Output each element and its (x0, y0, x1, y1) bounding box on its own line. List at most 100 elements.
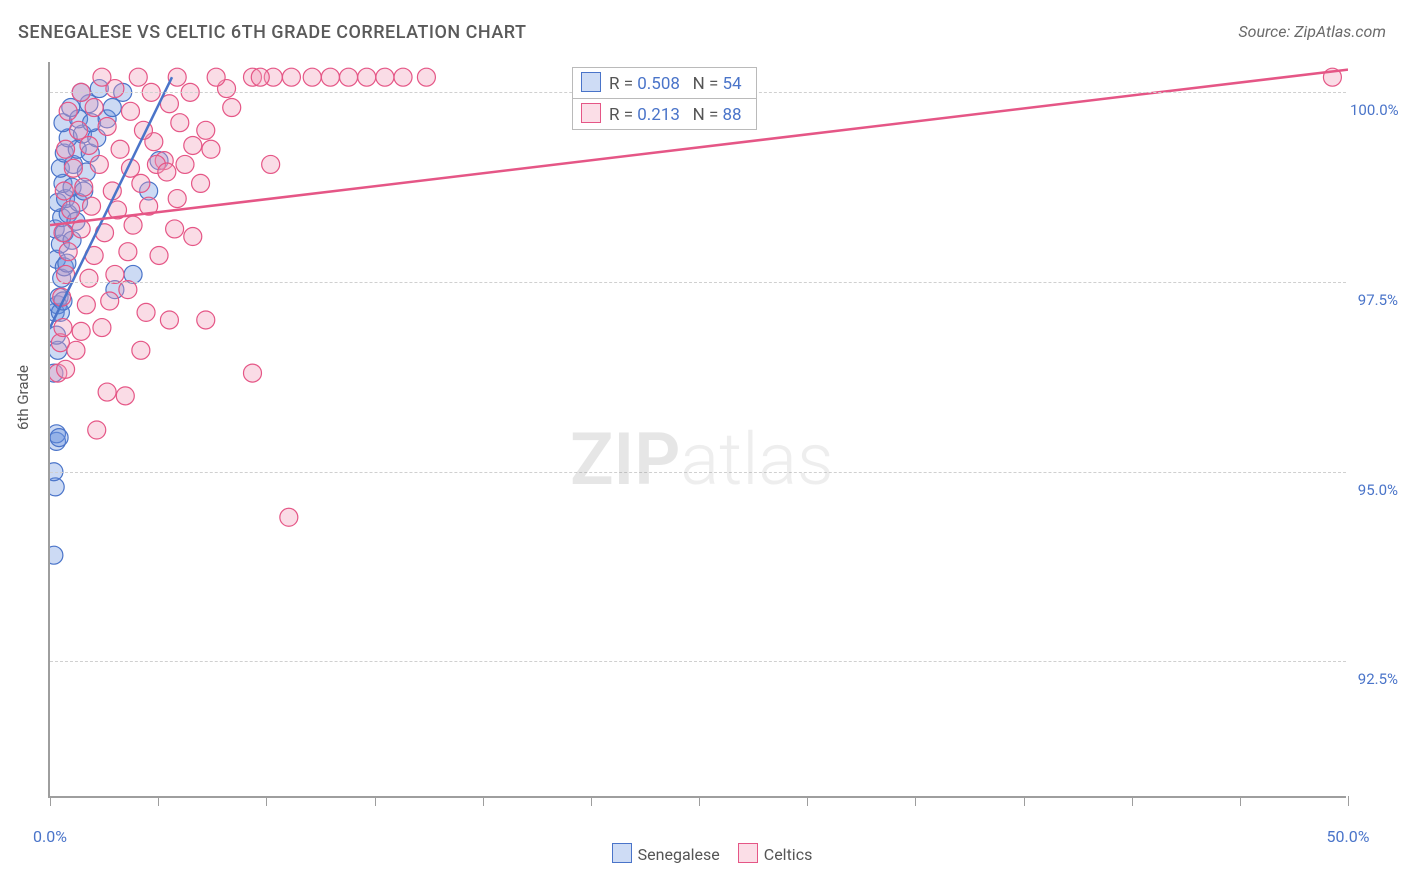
scatter-point (184, 136, 202, 154)
scatter-point (103, 99, 121, 117)
y-tick-label: 95.0% (1350, 481, 1398, 499)
r-value: 0.213 (637, 105, 680, 125)
scatter-point (98, 117, 116, 135)
scatter-point (223, 99, 241, 117)
scatter-point (168, 190, 186, 208)
scatter-point (80, 269, 98, 287)
scatter-point (207, 68, 225, 86)
scatter-point (57, 360, 75, 378)
scatter-point (83, 197, 101, 215)
chart-container: SENEGALESE VS CELTIC 6TH GRADE CORRELATI… (0, 0, 1406, 892)
legend-swatch (738, 843, 758, 863)
scatter-point (106, 265, 124, 283)
scatter-point (166, 220, 184, 238)
legend-label: Senegalese (638, 845, 720, 864)
scatter-point (72, 322, 90, 340)
n-label: N = (680, 105, 723, 125)
x-tick (699, 796, 700, 806)
chart-svg (50, 62, 1348, 798)
x-tick (158, 796, 159, 806)
scatter-point (197, 311, 215, 329)
scatter-point (54, 319, 72, 337)
scatter-point (93, 319, 111, 337)
x-tick (1240, 796, 1241, 806)
legend-stats-row: R = 0.508 N = 54 (572, 67, 757, 99)
scatter-point (202, 140, 220, 158)
plot-area: ZIPatlas R = 0.508 N = 54R = 0.213 N = 8… (48, 62, 1346, 798)
n-value: 54 (723, 74, 742, 94)
legend-stats-row: R = 0.213 N = 88 (572, 98, 757, 130)
scatter-point (280, 508, 298, 526)
scatter-point (192, 174, 210, 192)
scatter-point (176, 155, 194, 173)
scatter-point (262, 155, 280, 173)
x-tick (50, 796, 51, 806)
scatter-point (80, 136, 98, 154)
legend-swatch (581, 72, 601, 92)
x-tick (375, 796, 376, 806)
x-tick (591, 796, 592, 806)
scatter-point (75, 178, 93, 196)
legend-label: Celtics (764, 845, 813, 864)
scatter-point (171, 114, 189, 132)
scatter-point (70, 121, 88, 139)
r-label: R = (609, 105, 637, 125)
y-tick-label: 100.0% (1350, 101, 1398, 119)
gridline (50, 472, 1346, 473)
scatter-point (64, 159, 82, 177)
x-tick (915, 796, 916, 806)
scatter-point (50, 429, 68, 447)
y-axis-label: 6th Grade (14, 365, 32, 430)
scatter-point (197, 121, 215, 139)
y-tick-label: 97.5% (1350, 291, 1398, 309)
scatter-point (184, 228, 202, 246)
scatter-point (119, 281, 137, 299)
r-label: R = (609, 74, 637, 94)
scatter-point (88, 421, 106, 439)
scatter-point (132, 174, 150, 192)
scatter-point (394, 68, 412, 86)
n-label: N = (680, 74, 723, 94)
scatter-point (150, 246, 168, 264)
legend-series: Senegalese Celtics (0, 843, 1406, 864)
scatter-point (77, 296, 95, 314)
scatter-point (132, 341, 150, 359)
scatter-point (417, 68, 435, 86)
scatter-point (111, 140, 129, 158)
scatter-point (282, 68, 300, 86)
scatter-point (137, 303, 155, 321)
source-label: Source: ZipAtlas.com (1238, 22, 1386, 41)
scatter-point (116, 387, 134, 405)
chart-title: SENEGALESE VS CELTIC 6TH GRADE CORRELATI… (18, 22, 526, 43)
scatter-point (50, 546, 63, 564)
scatter-point (121, 102, 139, 120)
y-tick-label: 92.5% (1350, 670, 1398, 688)
n-value: 88 (723, 105, 742, 125)
legend-stats: R = 0.508 N = 54R = 0.213 N = 88 (572, 68, 757, 130)
scatter-point (321, 68, 339, 86)
scatter-point (85, 99, 103, 117)
r-value: 0.508 (637, 74, 680, 94)
scatter-point (129, 68, 147, 86)
scatter-point (67, 341, 85, 359)
gridline (50, 661, 1346, 662)
x-tick (1024, 796, 1025, 806)
scatter-point (59, 243, 77, 261)
scatter-point (90, 155, 108, 173)
x-tick (1348, 796, 1349, 806)
x-tick (807, 796, 808, 806)
scatter-point (358, 68, 376, 86)
x-tick (1132, 796, 1133, 806)
legend-swatch (581, 103, 601, 123)
scatter-point (376, 68, 394, 86)
scatter-point (160, 311, 178, 329)
scatter-point (57, 140, 75, 158)
x-tick (483, 796, 484, 806)
scatter-point (55, 182, 73, 200)
scatter-point (93, 68, 111, 86)
scatter-point (340, 68, 358, 86)
scatter-point (101, 292, 119, 310)
scatter-point (54, 224, 72, 242)
scatter-point (158, 163, 176, 181)
scatter-point (119, 243, 137, 261)
